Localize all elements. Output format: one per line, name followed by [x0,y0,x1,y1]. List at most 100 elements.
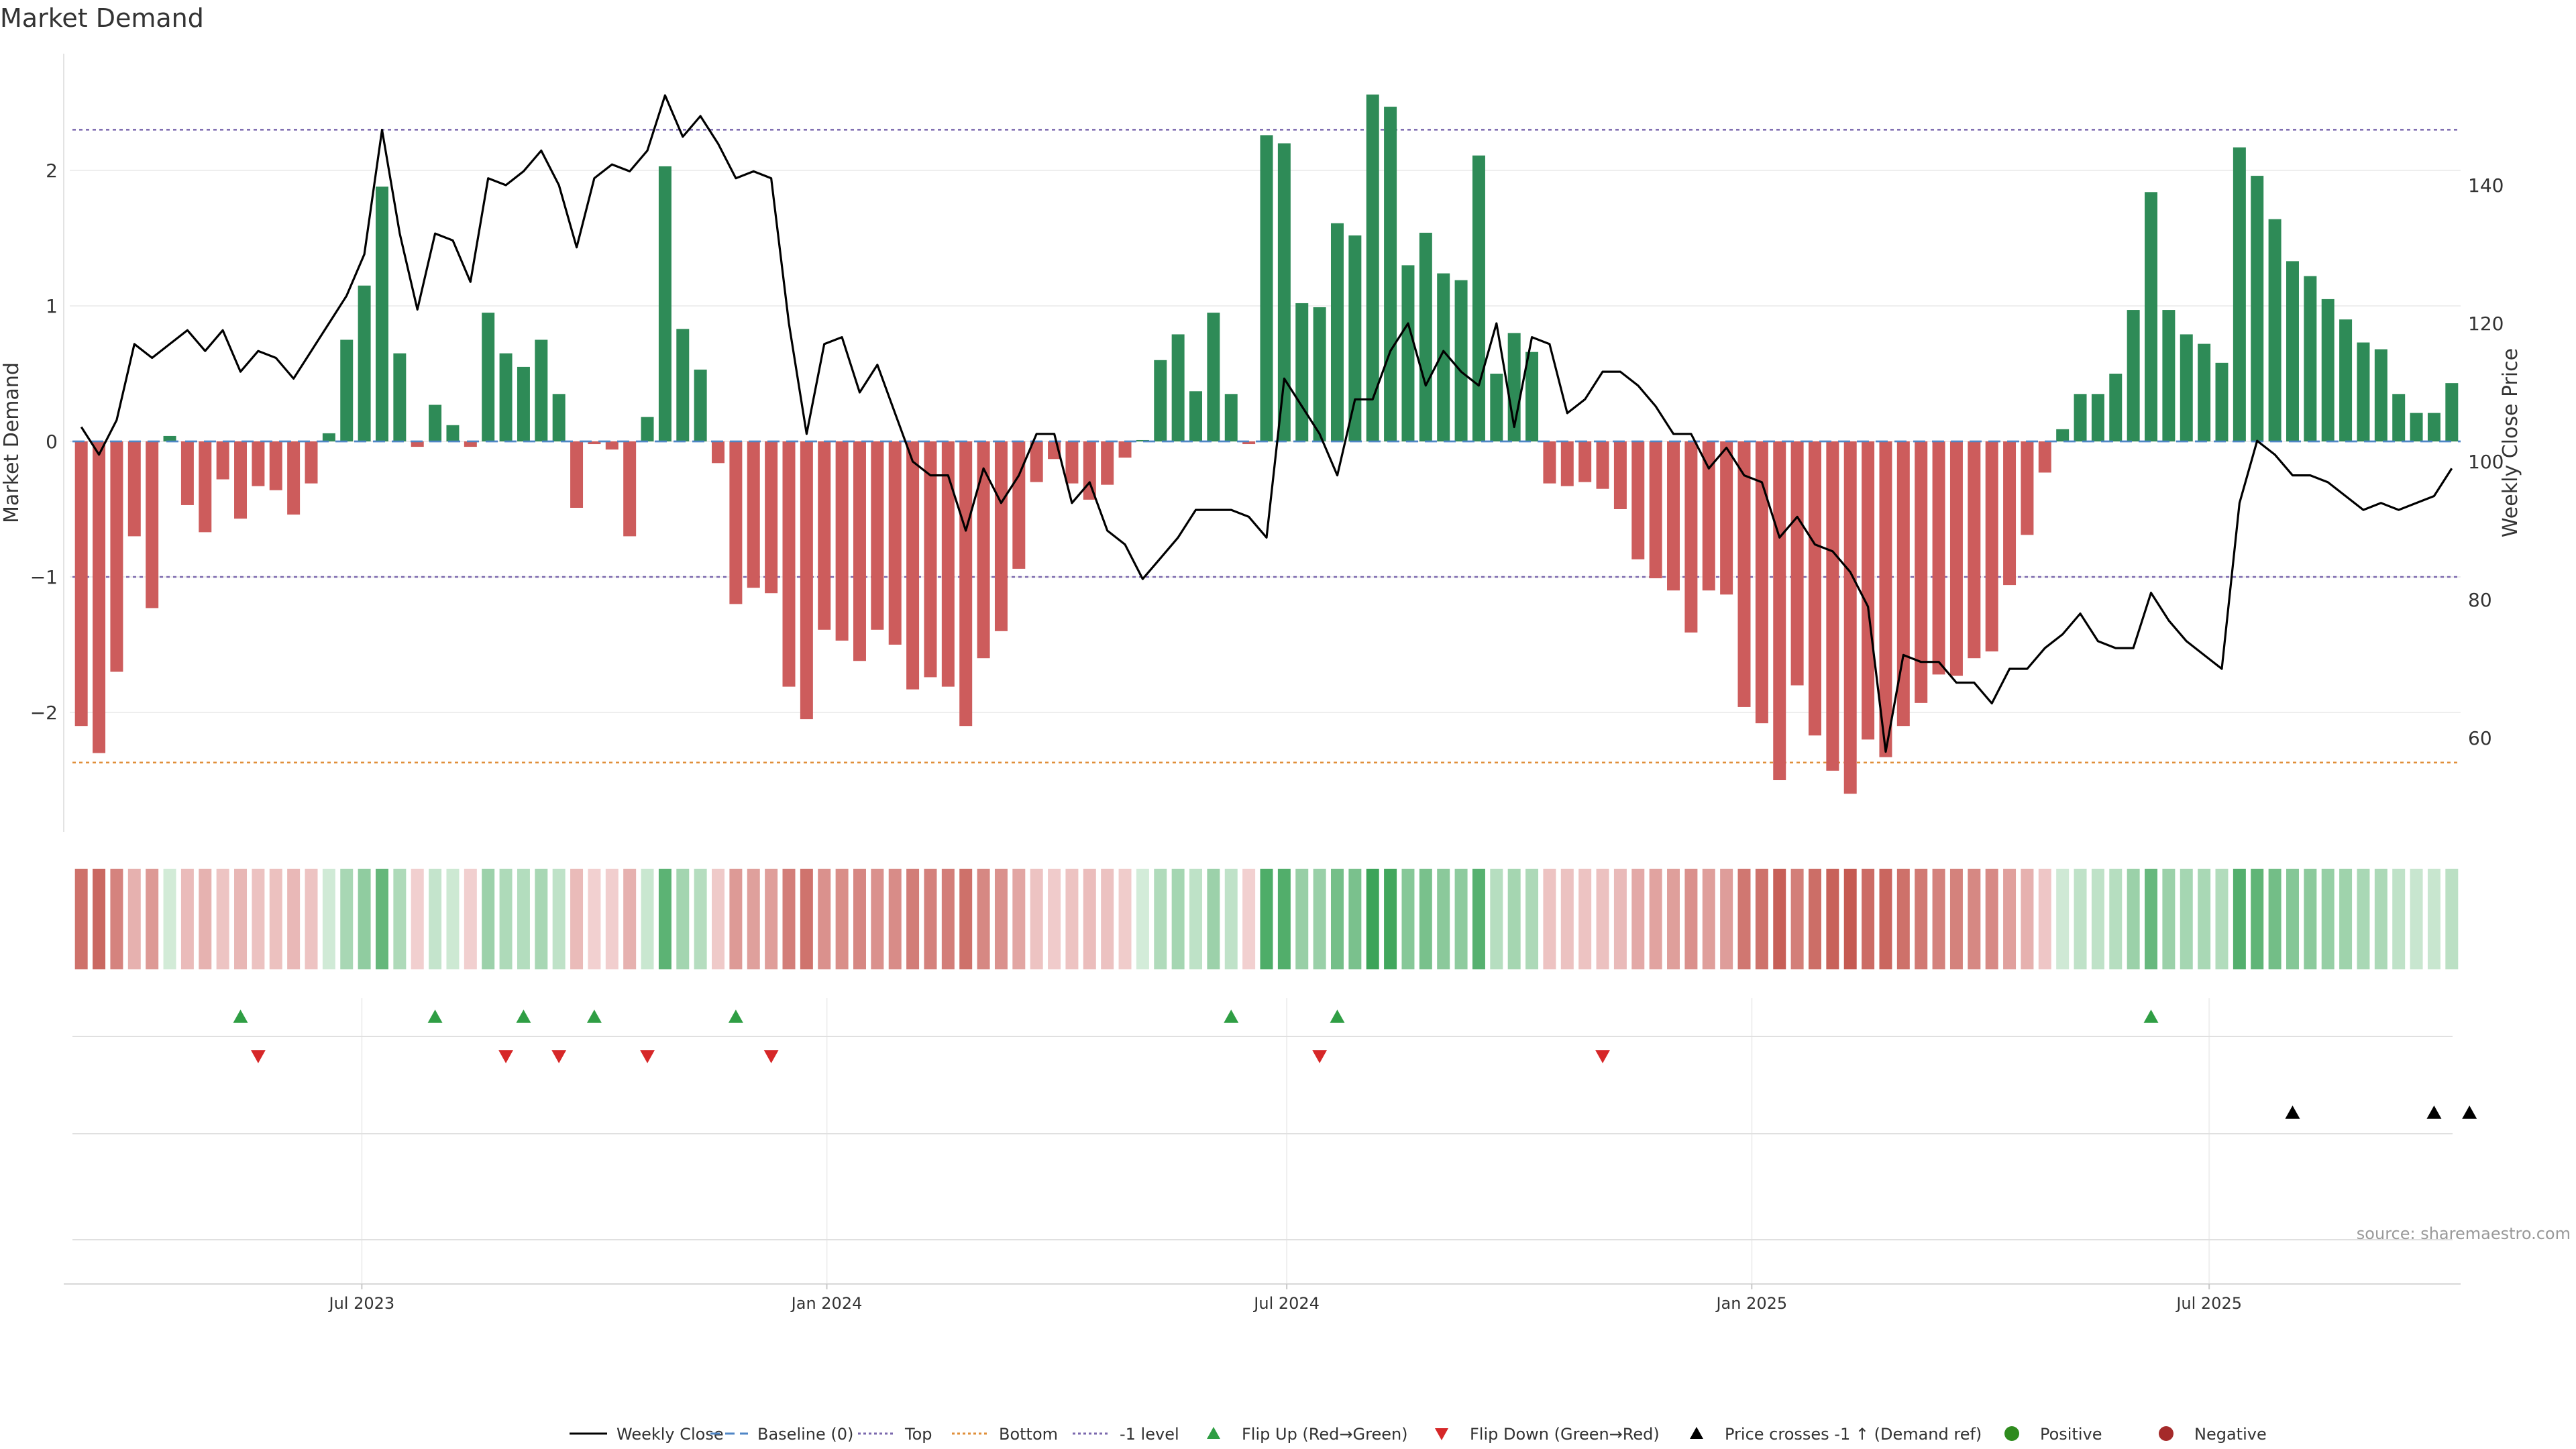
demand-bar-negative [623,441,637,537]
strip-cell [535,869,548,969]
y2-tick-label: 120 [2468,313,2504,335]
legend-swatch-triangle-up [1207,1427,1220,1439]
demand-bar-negative [1773,441,1786,780]
demand-bar-positive [2268,219,2282,441]
demand-bar-positive [1207,313,1220,441]
demand-bar-positive [2321,299,2334,441]
strip-cell [2162,869,2176,969]
demand-bar-negative [818,441,831,630]
demand-bar-negative [1613,441,1627,509]
demand-bar-positive [1224,394,1238,441]
strip-cell [252,869,265,969]
flip-down-marker [1595,1050,1611,1063]
price-cross-marker [2426,1106,2442,1119]
demand-bar-positive [2445,383,2459,441]
strip-cell [1631,869,1645,969]
legend-label: Negative [2194,1425,2267,1444]
flip-down-marker [763,1050,779,1063]
strip-cell [499,869,513,969]
strip-cell [163,869,176,969]
demand-bar-negative [1879,441,1892,757]
demand-bar-negative [888,441,902,645]
strip-cell [1242,869,1256,969]
strip-cell [2268,869,2282,969]
strip-cell [199,869,212,969]
strip-cell [1207,869,1220,969]
strip-cell [1118,869,1132,969]
demand-bar-positive [2357,342,2370,441]
demand-bar-positive [2286,261,2299,441]
strip-cell [1684,869,1698,969]
y2-tick-label: 140 [2468,174,2504,197]
demand-bar-positive [2304,276,2317,441]
strip-cell [1667,869,1680,969]
flip-down-marker [640,1050,655,1063]
strip-cell [1808,869,1821,969]
legend-label: Baseline (0) [757,1425,853,1444]
y-tick-label: 0 [46,431,58,453]
demand-bar-negative [199,441,212,533]
strip-cell [977,869,990,969]
legend-swatch-triangle-up [1690,1427,1703,1439]
demand-bar-positive [2374,349,2387,441]
strip-cell [1313,869,1326,969]
demand-bar-positive [2251,176,2264,441]
demand-bar-negative [765,441,778,594]
strip-cell [1596,869,1609,969]
demand-bar-negative [1560,441,1574,486]
strip-cell [605,869,619,969]
demand-bar-negative [234,441,248,519]
demand-bar-negative [93,441,106,753]
strip-cell [1862,869,1875,969]
strip-cell [924,869,937,969]
demand-bar-negative [1242,441,1256,445]
demand-bar-negative [1985,441,1998,652]
strip-cell [871,869,884,969]
demand-bar-positive [446,425,460,441]
strip-cell [729,869,743,969]
demand-bar-negative [729,441,743,604]
x-axis: Jul 2023 Jan 2024 Jul 2024 Jan 2025 Jul 2025 [64,1283,2461,1313]
demand-bar-negative [1826,441,1839,771]
demand-bar-positive [2339,319,2353,441]
demand-bar-negative [1596,441,1609,489]
x-tick-label: Jul 2023 [328,1294,395,1313]
strip-cell [2180,869,2193,969]
demand-bar-negative [712,441,725,464]
demand-bar-negative [835,441,849,641]
strip-cell [1755,869,1768,969]
demand-bar-negative [1915,441,1928,703]
strip-cell [623,869,637,969]
source-note: source: sharemaestro.com [2357,1224,2571,1243]
demand-bar-positive [517,366,530,441]
strip-cell [110,869,123,969]
demand-bar-positive [1384,107,1397,441]
strip-cell [1012,869,1026,969]
demand-bar-negative [2038,441,2051,473]
strip-cell [322,869,335,969]
strip-cell [959,869,973,969]
strip-cell [1101,869,1114,969]
demand-bar-positive [1260,135,1273,442]
flip-up-marker [1224,1010,1239,1023]
strip-cell [1649,869,1662,969]
strip-cell [1065,869,1079,969]
demand-bar-positive [1348,235,1362,441]
flip-down-marker [250,1050,266,1063]
demand-bar-negative [1631,441,1645,559]
demand-bar-negative [411,441,424,447]
demand-bar-negative [110,441,123,672]
strip-cell [1366,869,1379,969]
demand-bar-positive [1313,307,1326,441]
demand-bar-positive [1154,360,1167,441]
demand-bar-negative [127,441,141,537]
legend-label: -1 level [1120,1425,1179,1444]
strip-cell [1348,869,1362,969]
strip-cell [180,869,194,969]
strip-cell [1507,869,1521,969]
demand-bar-negative [994,441,1008,631]
strip-cell [269,869,282,969]
legend-label: Flip Up (Red→Green) [1242,1425,1408,1444]
strip-cell [747,869,760,969]
